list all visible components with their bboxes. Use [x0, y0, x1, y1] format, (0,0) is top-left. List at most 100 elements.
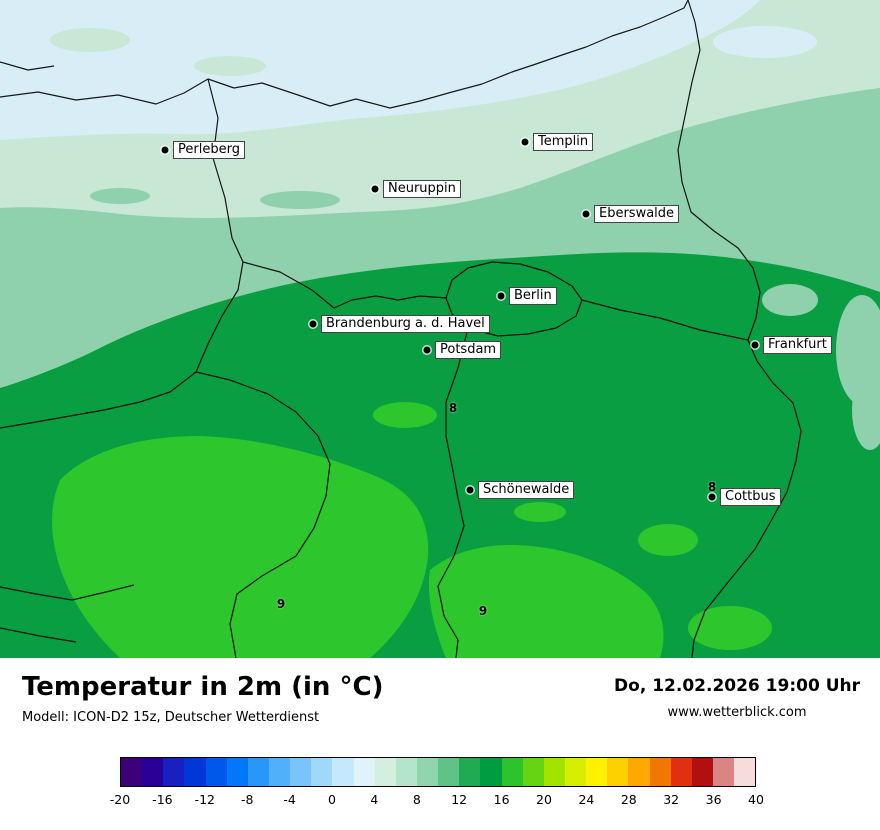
- legend-color-segment: [226, 758, 248, 786]
- temperature-value-label: 9: [478, 604, 488, 618]
- temp-band-bright-green-southwest: [52, 436, 429, 658]
- legend-color-segment: [480, 758, 502, 786]
- border-line-central-south: [195, 371, 331, 658]
- city-label: Templin: [533, 133, 594, 151]
- city-dot: [423, 346, 431, 354]
- bright-green-patch: [638, 524, 698, 556]
- seafoam-patch: [626, 148, 694, 172]
- temperature-map: Perleberg Templin Neuruppin Eberswalde Berli…: [0, 0, 880, 658]
- legend-tick-label: 32: [663, 792, 680, 807]
- legend-color-segment: [247, 758, 269, 786]
- legend-tick-label: 4: [370, 792, 379, 807]
- city-dot: [161, 146, 169, 154]
- legend-color-segment: [543, 758, 565, 786]
- mint-patch: [50, 28, 130, 52]
- legend-color-segment: [607, 758, 629, 786]
- temperature-value-label: 9: [276, 597, 286, 611]
- temp-band-pale-blue: [0, 0, 760, 140]
- city-dot: [371, 185, 379, 193]
- temp-band-bright-green-south: [428, 545, 664, 658]
- city-label: Berlin: [509, 287, 557, 305]
- border-line-west: [0, 78, 244, 429]
- legend-color-segment: [353, 758, 375, 786]
- bright-green-patch: [373, 402, 437, 428]
- legend-color-segment: [734, 758, 756, 786]
- legend-tick-label: 24: [578, 792, 595, 807]
- city-label: Potsdam: [435, 341, 502, 359]
- legend-color-segment: [395, 758, 417, 786]
- website-url: www.wetterblick.com: [667, 705, 807, 720]
- legend-color-segment: [374, 758, 396, 786]
- legend-color-segment: [184, 758, 206, 786]
- border-line-berlin-to-oder: [581, 299, 749, 341]
- legend-color-segment: [522, 758, 544, 786]
- legend-tick-label: 28: [620, 792, 637, 807]
- seafoam-patch: [852, 370, 880, 450]
- legend-tick-label: 20: [536, 792, 552, 807]
- legend-color-segment: [628, 758, 650, 786]
- legend-colorbar: [120, 757, 756, 787]
- city-dot: [582, 210, 590, 218]
- legend-color-segment: [416, 758, 439, 786]
- legend-tick-label: -20: [109, 792, 131, 807]
- pale-blue-patch: [713, 26, 817, 58]
- seafoam-patch: [260, 191, 340, 209]
- legend-color-segment: [205, 758, 227, 786]
- legend-color-segment: [268, 758, 291, 786]
- legend-tick-label: -8: [240, 792, 254, 807]
- border-line-south-central: [437, 327, 469, 658]
- city-label: Neuruppin: [383, 180, 461, 198]
- legend-color-segment: [501, 758, 523, 786]
- legend-color-segment: [142, 758, 164, 786]
- legend-tick-label: 40: [748, 792, 764, 807]
- city-label: Eberswalde: [594, 205, 680, 223]
- temperature-value-label: 8: [707, 480, 717, 494]
- legend-tick-label: 0: [328, 792, 336, 807]
- legend-color-segment: [691, 758, 713, 786]
- city-label: Brandenburg a. d. Havel: [321, 315, 490, 333]
- city-dot: [708, 493, 716, 501]
- legend-color-segment: [121, 758, 143, 786]
- legend-ticks: -20 -16 -12 -8 -4 0 4 8 12 16 20 24 28 32 36 40: [110, 792, 764, 808]
- legend-color-segment: [564, 758, 587, 786]
- city-dot: [309, 320, 317, 328]
- border-line-northwest-short: [0, 61, 55, 71]
- city-dot: [521, 138, 529, 146]
- city-label: Frankfurt: [763, 336, 832, 354]
- seafoam-patch: [90, 188, 150, 204]
- city-label: Cottbus: [720, 488, 781, 506]
- border-line-southwest-2: [0, 627, 77, 643]
- mint-patch: [790, 8, 870, 32]
- legend-tick-label: 36: [705, 792, 722, 807]
- city-layer: Perleberg Templin Neuruppin Eberswalde Berli…: [161, 133, 832, 618]
- bright-green-patch: [514, 502, 566, 522]
- mint-patch: [194, 56, 266, 76]
- seafoam-patch: [762, 284, 818, 316]
- temperature-value-label: 8: [448, 401, 458, 415]
- border-line-havel: [242, 261, 447, 309]
- legend-color-segment: [332, 758, 354, 786]
- legend-tick-label: 16: [493, 792, 510, 807]
- legend-color-segment: [712, 758, 735, 786]
- datetime-block: Do, 12.02.2026 19:00 Uhr www.wetterblick…: [614, 676, 860, 720]
- city-label: Schönewalde: [478, 481, 575, 499]
- city-dot: [497, 292, 505, 300]
- legend-tick-label: 8: [412, 792, 421, 807]
- bright-green-patch: [688, 606, 772, 650]
- legend-color-segment: [290, 758, 312, 786]
- border-line-southwest-1: [0, 584, 135, 601]
- border-lines: [0, 0, 802, 658]
- legend-color-segment: [459, 758, 481, 786]
- legend-color-segment: [670, 758, 692, 786]
- city-dot: [466, 486, 474, 494]
- forecast-datetime: Do, 12.02.2026 19:00 Uhr: [614, 676, 860, 696]
- page-title: Temperatur in 2m (in °C): [22, 672, 384, 702]
- legend-color-segment: [438, 758, 460, 786]
- legend-color-segment: [311, 758, 333, 786]
- border-line-north: [0, 0, 689, 109]
- city-dot: [751, 341, 759, 349]
- model-info: Modell: ICON-D2 15z, Deutscher Wetterdie…: [22, 710, 320, 725]
- legend-tick-label: -16: [152, 792, 173, 807]
- legend-color-segment: [163, 758, 185, 786]
